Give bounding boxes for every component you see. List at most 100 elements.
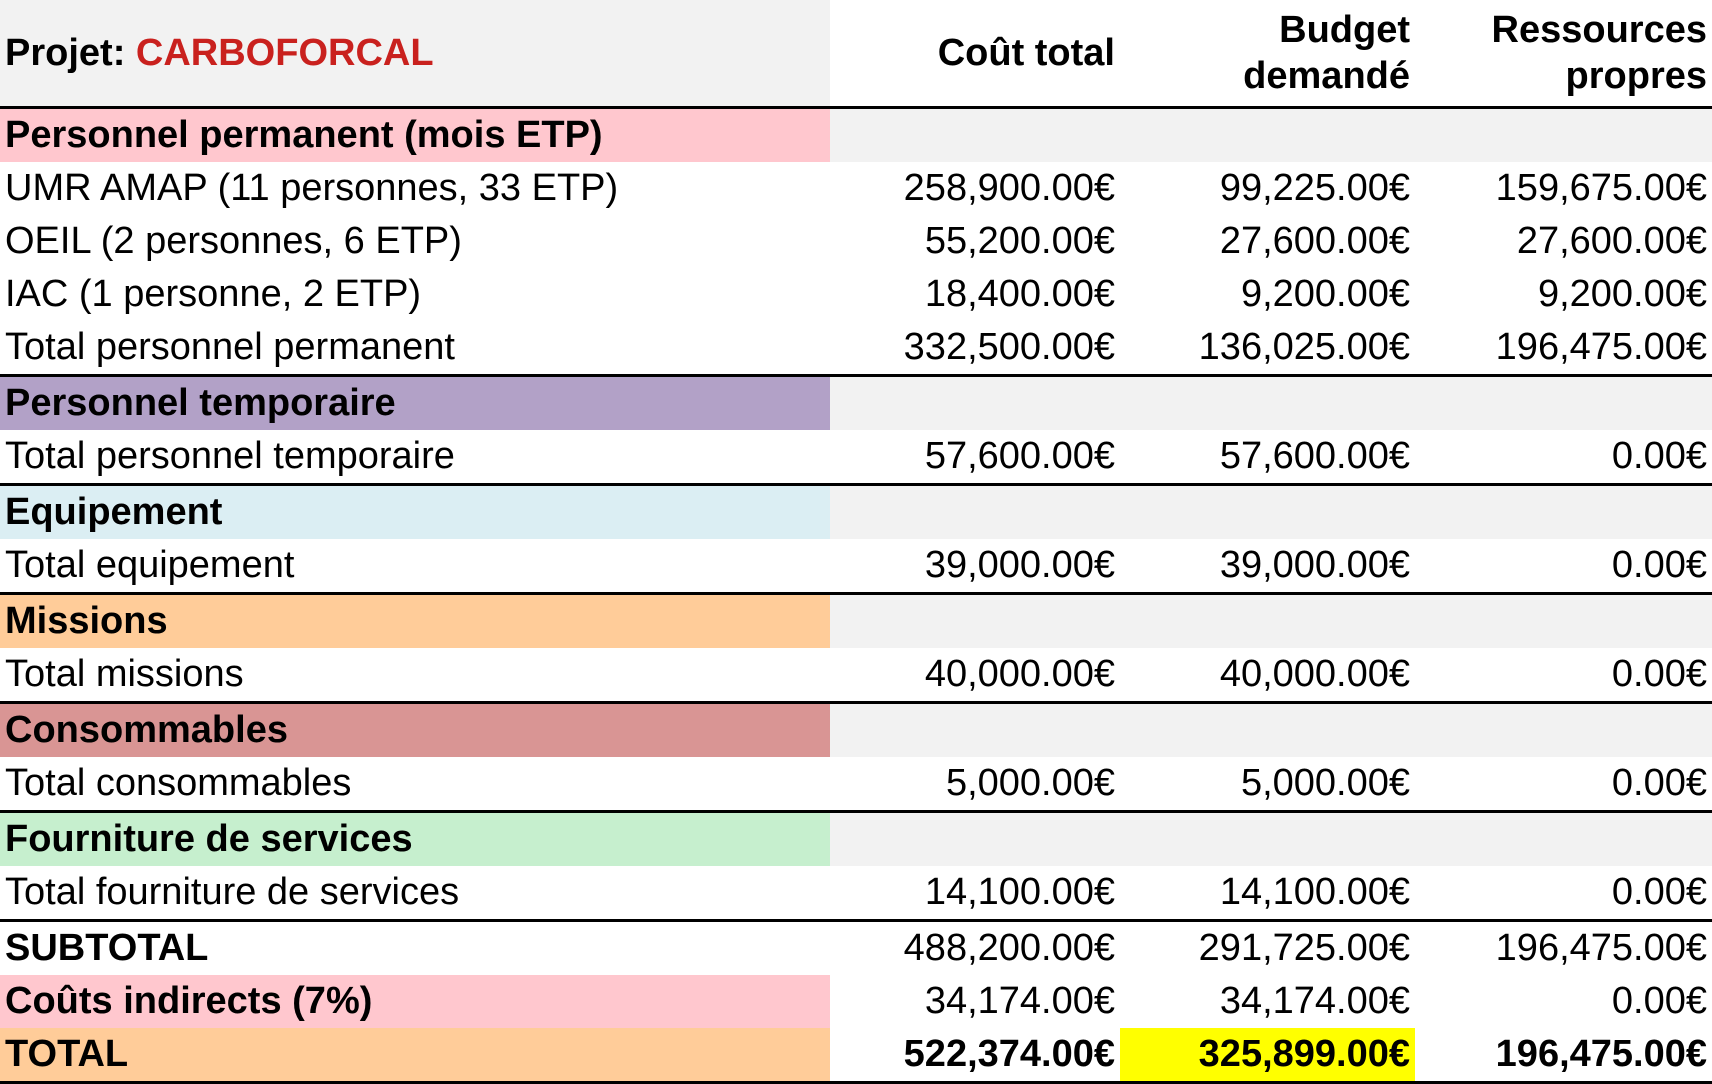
section-header-fourniture: Fourniture de services [0, 811, 1712, 866]
section-total-row: Total fourniture de services 14,100.00€ … [0, 866, 1712, 921]
section-fill [1120, 593, 1415, 648]
col-header-requested: Budget demandé [1120, 0, 1415, 108]
row-label: IAC (1 personne, 2 ETP) [5, 273, 422, 315]
subtotal-requested: 291,725.00€ [1198, 927, 1410, 969]
row-label: Total equipement [5, 544, 295, 586]
section-total-row: Total equipement 39,000.00€ 39,000.00€ 0… [0, 539, 1712, 594]
indirect-costs-label: Coûts indirects (7%) [0, 975, 830, 1028]
section-fill [830, 107, 1120, 162]
section-total-row: Total personnel permanent 332,500.00€ 13… [0, 321, 1712, 376]
section-total-row: Total consommables 5,000.00€ 5,000.00€ 0… [0, 757, 1712, 812]
row-requested: 99,225.00€ [1219, 167, 1410, 209]
row-own: 159,675.00€ [1495, 167, 1707, 209]
row-total-cost: 14,100.00€ [924, 871, 1115, 913]
row-total-cost: 18,400.00€ [924, 273, 1115, 315]
grand-total-cost: 522,374.00€ [903, 1033, 1115, 1075]
indirect-costs-row: Coûts indirects (7%) 34,174.00€ 34,174.0… [0, 975, 1712, 1028]
subtotal-row: SUBTOTAL 488,200.00€ 291,725.00€ 196,475… [0, 921, 1712, 976]
indirect-total-cost: 34,174.00€ [924, 980, 1115, 1022]
row-own: 27,600.00€ [1516, 220, 1707, 262]
section-fill [1415, 484, 1712, 539]
row-requested: 57,600.00€ [1219, 435, 1410, 477]
row-own: 0.00€ [1611, 871, 1707, 913]
row-own: 196,475.00€ [1495, 326, 1707, 368]
row-own: 9,200.00€ [1537, 273, 1707, 315]
row-own: 0.00€ [1611, 653, 1707, 695]
row-total-cost: 40,000.00€ [924, 653, 1115, 695]
row-requested: 40,000.00€ [1219, 653, 1410, 695]
section-header-equipement: Equipement [0, 484, 1712, 539]
row-label: Total consommables [5, 762, 352, 804]
section-header-personnel-temporaire: Personnel temporaire [0, 375, 1712, 430]
project-name: CARBOFORCAL [135, 32, 434, 74]
row-total-cost: 57,600.00€ [924, 435, 1115, 477]
row-requested: 136,025.00€ [1198, 326, 1410, 368]
section-header-consommables: Consommables [0, 702, 1712, 757]
row-total-cost: 332,500.00€ [903, 326, 1115, 368]
grand-total-requested-highlight: 325,899.00€ [1120, 1028, 1415, 1083]
row-label: Total missions [5, 653, 244, 695]
row-requested: 9,200.00€ [1240, 273, 1410, 315]
subtotal-label: SUBTOTAL [5, 927, 209, 969]
section-title: Missions [0, 593, 830, 648]
section-title: Consommables [0, 702, 830, 757]
col-header-own: Ressources propres [1415, 0, 1712, 108]
table-row: OEIL (2 personnes, 6 ETP) 55,200.00€ 27,… [0, 215, 1712, 268]
indirect-own: 0.00€ [1611, 980, 1707, 1022]
project-header-cell: Projet: CARBOFORCAL [0, 0, 830, 108]
row-label: Total personnel permanent [5, 326, 455, 368]
table-row: UMR AMAP (11 personnes, 33 ETP) 258,900.… [0, 162, 1712, 215]
grand-total-label: TOTAL [0, 1028, 830, 1083]
section-fill [1120, 484, 1415, 539]
section-fill [830, 811, 1120, 866]
row-own: 0.00€ [1611, 762, 1707, 804]
section-fill [1415, 375, 1712, 430]
section-title: Fourniture de services [0, 811, 830, 866]
row-label: Total personnel temporaire [5, 435, 455, 477]
col-header-own-line1: Ressources [1491, 9, 1707, 51]
table-row: IAC (1 personne, 2 ETP) 18,400.00€ 9,200… [0, 268, 1712, 321]
section-fill [1120, 107, 1415, 162]
row-label: Total fourniture de services [5, 871, 460, 913]
col-header-requested-line1: Budget [1279, 9, 1410, 51]
subtotal-own: 196,475.00€ [1495, 927, 1707, 969]
row-requested: 27,600.00€ [1219, 220, 1410, 262]
section-fill [830, 375, 1120, 430]
row-requested: 5,000.00€ [1240, 762, 1410, 804]
row-label: OEIL (2 personnes, 6 ETP) [5, 220, 462, 262]
grand-total-row: TOTAL 522,374.00€ 325,899.00€ 196,475.00… [0, 1028, 1712, 1083]
col-header-requested-line2: demandé [1243, 55, 1410, 97]
section-fill [1415, 702, 1712, 757]
row-requested: 39,000.00€ [1219, 544, 1410, 586]
row-total-cost: 39,000.00€ [924, 544, 1115, 586]
subtotal-total-cost: 488,200.00€ [903, 927, 1115, 969]
section-header-personnel-permanent: Personnel permanent (mois ETP) [0, 107, 1712, 162]
indirect-requested: 34,174.00€ [1219, 980, 1410, 1022]
section-fill [1415, 107, 1712, 162]
col-header-total-cost: Coût total [937, 32, 1115, 74]
section-fill [1415, 811, 1712, 866]
section-fill [830, 702, 1120, 757]
section-fill [830, 484, 1120, 539]
section-title: Equipement [0, 484, 830, 539]
section-total-row: Total missions 40,000.00€ 40,000.00€ 0.0… [0, 648, 1712, 703]
section-total-row: Total personnel temporaire 57,600.00€ 57… [0, 430, 1712, 485]
section-fill [1120, 811, 1415, 866]
section-fill [1120, 702, 1415, 757]
section-header-missions: Missions [0, 593, 1712, 648]
grand-total-own: 196,475.00€ [1495, 1033, 1707, 1075]
project-prefix: Projet: [5, 32, 136, 74]
section-title: Personnel temporaire [0, 375, 830, 430]
row-total-cost: 258,900.00€ [903, 167, 1115, 209]
section-fill [830, 593, 1120, 648]
row-own: 0.00€ [1611, 435, 1707, 477]
row-total-cost: 55,200.00€ [924, 220, 1115, 262]
row-requested: 14,100.00€ [1219, 871, 1410, 913]
row-own: 0.00€ [1611, 544, 1707, 586]
section-fill [1415, 593, 1712, 648]
header-row: Projet: CARBOFORCAL Coût total Budget dem… [0, 0, 1712, 108]
row-total-cost: 5,000.00€ [945, 762, 1115, 804]
row-label: UMR AMAP (11 personnes, 33 ETP) [5, 167, 619, 209]
col-header-own-line2: propres [1565, 55, 1707, 97]
